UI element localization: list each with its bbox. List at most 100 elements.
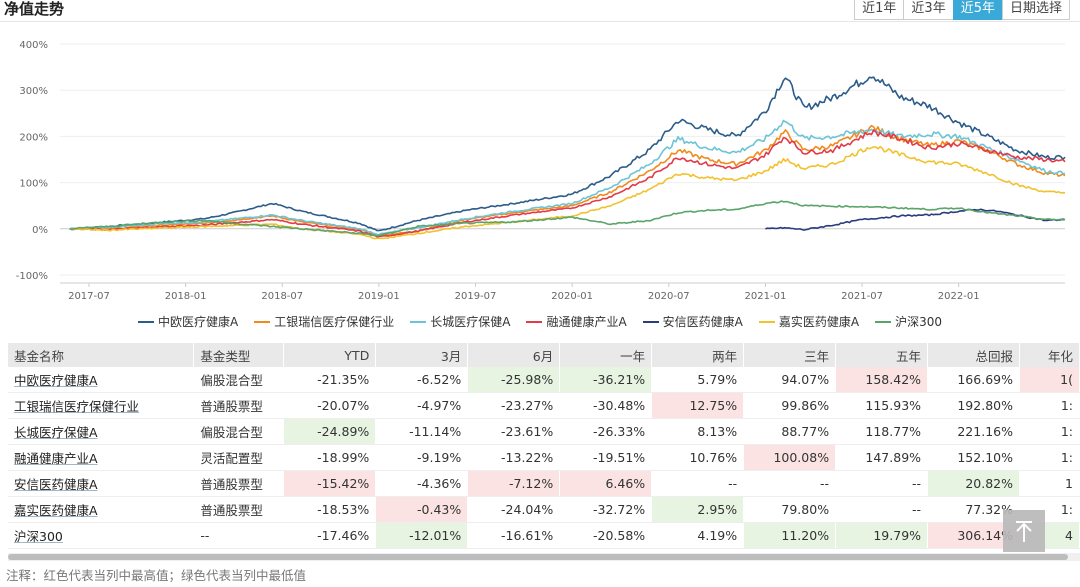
- cell-total-return: 20.82%: [927, 470, 1020, 497]
- fund-name-link[interactable]: 安信医药健康A: [14, 477, 98, 492]
- col-header-1y[interactable]: 一年: [559, 343, 653, 367]
- cell-5y: 115.93%: [835, 392, 929, 419]
- legend-item[interactable]: 融通健康产业A: [526, 313, 627, 330]
- x-tick-label: 2021-01: [745, 291, 787, 302]
- col-header-2y[interactable]: 两年: [651, 343, 745, 367]
- table-footnote: 注释：红色代表当列中最高值；绿色代表当列中最低值: [6, 568, 307, 583]
- legend-label: 中欧医疗健康A: [157, 315, 239, 329]
- legend-label: 沪深300: [895, 315, 942, 329]
- cell-annualized: 1:: [1019, 496, 1080, 523]
- table-header-row: 基金名称 基金类型 YTD 3月 6月 一年 两年 三年 五年 总回报 年化: [8, 343, 1080, 367]
- table-row: 融通健康产业A 灵活配置型 -18.99% -9.19% -13.22% -19.51% 1…: [8, 444, 1080, 471]
- legend-item[interactable]: 中欧医疗健康A: [137, 313, 239, 330]
- cell-total-return: 221.16%: [927, 418, 1020, 445]
- back-to-top-button[interactable]: [1003, 510, 1045, 552]
- fund-name-link[interactable]: 嘉实医药健康A: [14, 503, 98, 518]
- cell-3m: -6.52%: [375, 367, 469, 393]
- x-tick-label: 2020-01: [551, 291, 593, 302]
- cell-fund-name[interactable]: 融通健康产业A: [8, 444, 195, 471]
- cell-ytd: -18.53%: [283, 496, 377, 523]
- cell-annualized: 1:: [1019, 392, 1080, 419]
- cell-ytd: -21.35%: [283, 367, 377, 393]
- range-button-3y[interactable]: 近3年: [903, 0, 954, 20]
- legend-item[interactable]: 长城医疗保健A: [410, 313, 510, 330]
- cell-3m: -12.01%: [375, 522, 469, 549]
- cell-3m: -11.14%: [375, 418, 469, 445]
- cell-ytd: -15.42%: [283, 470, 377, 497]
- legend-item[interactable]: 工银瑞信医疗保健行业: [254, 313, 394, 330]
- cell-fund-name[interactable]: 工银瑞信医疗保健行业: [8, 392, 195, 419]
- cell-total-return: 166.69%: [927, 367, 1020, 393]
- col-header-total-return[interactable]: 总回报: [927, 343, 1020, 367]
- x-tick-label: 2019-07: [455, 291, 497, 302]
- col-header-fund-name[interactable]: 基金名称: [8, 343, 195, 367]
- horizontal-scrollbar[interactable]: [8, 553, 1080, 561]
- cell-6m: -16.61%: [467, 522, 561, 549]
- cell-fund-name[interactable]: 长城医疗保健A: [8, 418, 195, 445]
- series-line: [765, 208, 1066, 231]
- table-row: 嘉实医药健康A 普通股票型 -18.53% -0.43% -24.04% -32.72% 2…: [8, 496, 1080, 523]
- legend-item[interactable]: 嘉实医药健康A: [758, 313, 860, 330]
- cell-3y: 11.20%: [743, 522, 837, 549]
- fund-name-link[interactable]: 沪深300: [14, 529, 63, 544]
- cell-fund-name[interactable]: 中欧医疗健康A: [8, 367, 195, 393]
- series-line: [69, 145, 1066, 240]
- y-tick-label: 400%: [19, 40, 48, 51]
- fund-name-link[interactable]: 融通健康产业A: [14, 451, 98, 466]
- cell-5y: --: [835, 470, 929, 497]
- header-divider: [0, 21, 1080, 22]
- cell-3m: -4.97%: [375, 392, 469, 419]
- y-tick-label: 100%: [19, 179, 48, 190]
- cell-ytd: -24.89%: [283, 418, 377, 445]
- cell-5y: 118.77%: [835, 418, 929, 445]
- col-header-ytd[interactable]: YTD: [283, 343, 377, 367]
- legend-item[interactable]: 沪深300: [875, 313, 942, 330]
- legend-swatch: [410, 320, 427, 323]
- legend-label: 融通健康产业A: [546, 315, 627, 329]
- col-header-fund-type[interactable]: 基金类型: [193, 343, 285, 367]
- cell-fund-type: 普通股票型: [193, 392, 285, 419]
- cell-total-return: 152.10%: [927, 444, 1020, 471]
- legend-label: 安信医药健康A: [662, 315, 743, 329]
- cell-3y: --: [743, 470, 837, 497]
- x-tick-label: 2018-01: [165, 291, 207, 302]
- cell-ytd: -18.99%: [283, 444, 377, 471]
- cell-3y: 94.07%: [743, 367, 837, 393]
- fund-name-link[interactable]: 中欧医疗健康A: [14, 373, 98, 388]
- fund-name-link[interactable]: 长城医疗保健A: [14, 425, 98, 440]
- cell-5y: 158.42%: [835, 367, 929, 393]
- col-header-5y[interactable]: 五年: [835, 343, 929, 367]
- series-line: [69, 129, 1066, 238]
- range-button-custom-date[interactable]: 日期选择: [1001, 0, 1070, 20]
- col-header-3m[interactable]: 3月: [375, 343, 469, 367]
- legend-swatch: [875, 320, 892, 323]
- range-button-5y[interactable]: 近5年: [952, 0, 1003, 20]
- cell-fund-name[interactable]: 嘉实医药健康A: [8, 496, 195, 523]
- scrollbar-thumb[interactable]: [8, 554, 1068, 560]
- y-tick-label: 300%: [19, 86, 48, 97]
- cell-1y: -19.51%: [559, 444, 653, 471]
- cell-fund-type: 偏股混合型: [193, 367, 285, 393]
- col-header-3y[interactable]: 三年: [743, 343, 837, 367]
- x-tick-label: 2019-01: [358, 291, 400, 302]
- cell-3m: -0.43%: [375, 496, 469, 523]
- cell-2y: 10.76%: [651, 444, 745, 471]
- legend-item[interactable]: 安信医药健康A: [642, 313, 743, 330]
- cell-3m: -4.36%: [375, 470, 469, 497]
- series-line: [69, 76, 1066, 232]
- table-row: 沪深300 -- -17.46% -12.01% -16.61% -20.58% 4.19%…: [8, 522, 1080, 549]
- cell-1y: -30.48%: [559, 392, 653, 419]
- cell-3m: -9.19%: [375, 444, 469, 471]
- x-tick-label: 2020-07: [648, 291, 690, 302]
- arrow-up-icon: [1016, 521, 1032, 542]
- legend-swatch: [642, 320, 659, 323]
- cell-fund-name[interactable]: 沪深300: [8, 522, 195, 549]
- fund-name-link[interactable]: 工银瑞信医疗保健行业: [14, 399, 140, 414]
- col-header-annualized[interactable]: 年化: [1019, 343, 1080, 367]
- cell-5y: 147.89%: [835, 444, 929, 471]
- col-header-6m[interactable]: 6月: [467, 343, 561, 367]
- range-button-1y[interactable]: 近1年: [854, 0, 905, 20]
- series-line: [69, 119, 1066, 236]
- cell-fund-name[interactable]: 安信医药健康A: [8, 470, 195, 497]
- legend-label: 嘉实医药健康A: [778, 315, 860, 329]
